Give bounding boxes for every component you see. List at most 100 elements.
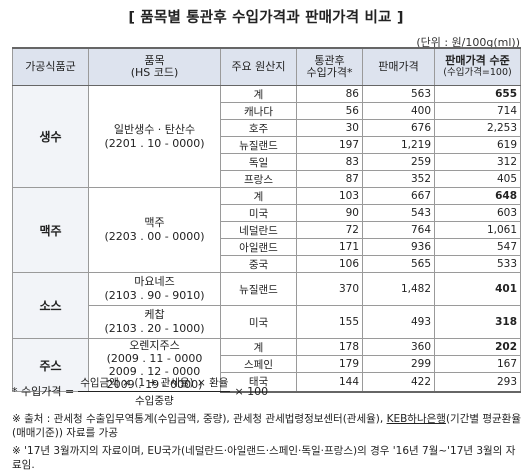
sale-price-cell: 493 <box>362 305 435 339</box>
formula-numerator: 수입금액 × (1 + 관세율) × 환율 <box>78 375 231 392</box>
sale-price-cell: 667 <box>362 187 435 205</box>
product-code: (2203 . 00 - 0000) <box>104 230 205 243</box>
import-price-cell: 103 <box>296 187 363 205</box>
level-cell: 2,253 <box>434 119 521 137</box>
origin-cell: 중국 <box>220 255 297 273</box>
level-cell: 405 <box>434 170 521 188</box>
table-row: 캐나다 56 400 714 <box>13 102 521 120</box>
sale-price-cell: 400 <box>362 102 435 120</box>
origin-cell: 계 <box>220 338 297 356</box>
origin-cell: 뉴질랜드 <box>220 136 297 154</box>
import-price-cell: 106 <box>296 255 363 273</box>
formula-note: * 수입가격 = 수입금액 × (1 + 관세율) × 환율 수입중량 × 10… <box>12 375 269 407</box>
table-row: 뉴질랜드 197 1,219 619 <box>13 136 521 154</box>
import-price-cell: 155 <box>296 305 363 339</box>
sale-price-cell: 352 <box>362 170 435 188</box>
import-price-cell: 87 <box>296 170 363 188</box>
import-price-cell: 178 <box>296 338 363 356</box>
product-code: 2009 . 19 - 0000) <box>106 378 203 391</box>
product-cell: 케찹 (2103 . 20 - 1000) <box>88 305 221 339</box>
import-price-cell: 179 <box>296 355 363 373</box>
page-title: [ 품목별 통관후 수입가격과 판매가격 비교 ] <box>128 10 404 26</box>
formula-prefix: * 수입가격 = <box>12 385 75 398</box>
origin-cell: 뉴질랜드 <box>220 272 297 306</box>
import-price-cell: 90 <box>296 204 363 222</box>
table-row: 스페인 179 299 167 <box>13 355 521 373</box>
sale-price-cell: 565 <box>362 255 435 273</box>
table-row: 맥주 맥주 (2203 . 00 - 0000) 계 103 667 648 <box>12 187 521 273</box>
level-cell: 202 <box>434 338 521 356</box>
origin-cell: 네덜란드 <box>220 221 297 239</box>
source-note-a: ※ 출처 : 관세청 수출입무역통계(수입금액, 중량), 관세청 관세법령정보… <box>12 413 384 425</box>
price-comparison-table: 가공식품군 품목 (HS 코드) 주요 원산지 통관후 수입가격* 판매가격 판… <box>12 47 521 393</box>
unit-label: (단위 : 원/100g(ml)) <box>416 36 520 49</box>
category-cell: 맥주 <box>12 187 89 273</box>
header-import-label: 통관후 <box>314 54 345 67</box>
table-row: 케찹 (2103 . 20 - 1000) 미국 155 493 318 <box>13 305 521 339</box>
header-level: 판매가격 수준 (수입가격=100) <box>434 47 521 86</box>
product-cell: 오렌지주스 (2009 . 11 - 0000 2009 . 12 - 0000… <box>88 338 221 392</box>
product-name: 일반생수 · 탄산수 <box>113 122 196 136</box>
header-product-sub: (HS 코드) <box>130 66 179 79</box>
category-cell: 생수 <box>12 85 89 188</box>
product-cell: 맥주 (2203 . 00 - 0000) <box>88 187 221 273</box>
header-product: 품목 (HS 코드) <box>88 47 221 86</box>
origin-cell: 태국 <box>220 372 297 393</box>
table-row: 네덜란드 72 764 1,061 <box>13 221 521 239</box>
product-name: 오렌지주스 <box>129 339 180 353</box>
table-row: 아일랜드 171 936 547 <box>13 238 521 256</box>
import-price-cell: 72 <box>296 221 363 239</box>
table-row: 독일 83 259 312 <box>13 153 521 171</box>
category-cell: 소스 <box>12 272 89 339</box>
import-price-cell: 56 <box>296 102 363 120</box>
import-price-cell: 83 <box>296 153 363 171</box>
level-cell: 312 <box>434 153 521 171</box>
level-cell: 714 <box>434 102 521 120</box>
product-code: (2009 . 11 - 0000 <box>106 352 203 365</box>
sale-price-cell: 1,482 <box>362 272 435 306</box>
import-price-cell: 171 <box>296 238 363 256</box>
category-cell: 주스 <box>12 338 89 392</box>
origin-cell: 스페인 <box>220 355 297 373</box>
header-sale-price: 판매가격 <box>362 47 435 86</box>
product-cell: 마요네즈 (2103 . 90 - 9010) <box>88 272 221 306</box>
header-import-sub: 수입가격* <box>306 66 353 79</box>
period-note: ※ '17년 3월까지의 자료이며, EU국가(네덜란드·아일랜드·스페인·독일… <box>12 445 516 471</box>
formula-denominator: 수입중량 <box>135 394 174 407</box>
sale-price-cell: 422 <box>362 372 435 393</box>
header-origin: 주요 원산지 <box>220 47 297 86</box>
level-cell: 167 <box>434 355 521 373</box>
source-note-b: (기간별 <box>445 413 480 425</box>
table-row: 주스 오렌지주스 (2009 . 11 - 0000 2009 . 12 - 0… <box>12 338 521 392</box>
level-cell: 603 <box>434 204 521 222</box>
source-note-c: 평균환율(매매기준)) 자료를 가공 <box>12 413 521 439</box>
product-name: 케찹 <box>144 308 165 321</box>
product-code: (2103 . 90 - 9010) <box>104 289 205 302</box>
sale-price-cell: 299 <box>362 355 435 373</box>
level-cell: 547 <box>434 238 521 256</box>
level-cell: 1,061 <box>434 221 521 239</box>
source-note-bank: KEB하나은행 <box>386 413 446 425</box>
origin-cell: 프랑스 <box>220 170 297 188</box>
product-cell: 일반생수 · 탄산수 (2201 . 10 - 0000) <box>88 85 221 188</box>
origin-cell: 캐나다 <box>220 102 297 120</box>
sale-price-cell: 259 <box>362 153 435 171</box>
import-price-cell: 30 <box>296 119 363 137</box>
origin-cell: 미국 <box>220 305 297 339</box>
table-header-row: 가공식품군 품목 (HS 코드) 주요 원산지 통관후 수입가격* 판매가격 판… <box>12 47 521 86</box>
table-row: 생수 일반생수 · 탄산수 (2201 . 10 - 0000) 계 86 56… <box>12 85 521 188</box>
level-cell: 533 <box>434 255 521 273</box>
sale-price-cell: 764 <box>362 221 435 239</box>
header-level-sub: (수입가격=100) <box>443 67 512 78</box>
header-import-price: 통관후 수입가격* <box>296 47 363 86</box>
table-row: 태국 144 422 293 <box>13 372 521 393</box>
origin-cell: 계 <box>220 187 297 205</box>
sale-price-cell: 543 <box>362 204 435 222</box>
header-product-label: 품목 <box>144 54 165 67</box>
import-price-cell: 86 <box>296 85 363 103</box>
origin-cell: 호주 <box>220 119 297 137</box>
formula-suffix: × 100 <box>234 384 269 398</box>
product-code: (2103 . 20 - 1000) <box>104 322 205 335</box>
origin-cell: 아일랜드 <box>220 238 297 256</box>
level-cell: 619 <box>434 136 521 154</box>
